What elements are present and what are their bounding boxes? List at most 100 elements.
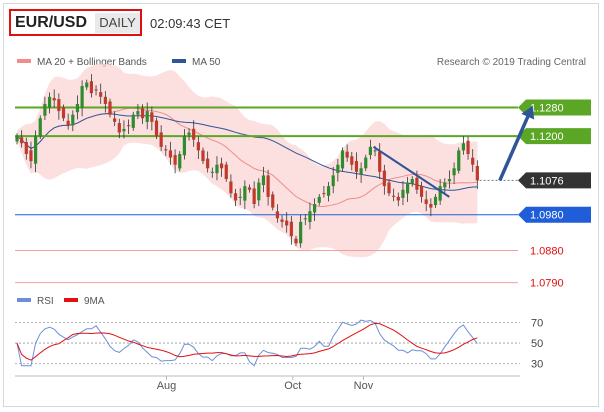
legend-ma50: MA 50 — [172, 57, 220, 68]
candle-body — [331, 175, 335, 187]
candle-body — [131, 114, 135, 128]
candle-body — [378, 151, 382, 172]
candle-body — [89, 81, 93, 94]
legend-ma20-swatch — [17, 59, 31, 64]
candle-body — [275, 211, 279, 219]
level-label-1: 1.1200 — [530, 131, 564, 143]
candle-body — [145, 111, 149, 122]
candle-body — [52, 98, 56, 101]
chart-frame — [3, 3, 599, 407]
candle-body — [373, 150, 377, 152]
candle-body — [475, 165, 479, 181]
candle-body — [233, 193, 238, 201]
candle-body — [210, 171, 214, 173]
candle-body — [80, 86, 84, 108]
candle-body — [322, 193, 326, 195]
candle-body — [61, 107, 66, 119]
trend-line — [372, 146, 450, 198]
candle-body — [252, 188, 256, 205]
candle-body — [99, 92, 103, 97]
candle-body — [429, 204, 433, 208]
x-tick-label: Oct — [284, 380, 301, 392]
candle-body — [336, 164, 340, 173]
candle-body — [471, 157, 475, 165]
candle-body — [43, 103, 47, 116]
x-tick-label: Nov — [354, 380, 374, 392]
projection-arrow-head — [521, 105, 535, 120]
legend-9ma-label: 9MA — [84, 296, 105, 307]
candle-body — [38, 118, 42, 137]
candle-body — [461, 143, 465, 151]
candle-body — [401, 189, 405, 198]
candle-body — [127, 125, 131, 127]
candle-body — [308, 211, 312, 223]
candle-body — [359, 168, 363, 175]
candle-body — [117, 123, 121, 133]
rsi-line — [16, 319, 478, 367]
candle-body — [71, 114, 75, 126]
candle-body — [187, 132, 191, 135]
candle-body — [103, 96, 107, 104]
candle-body — [247, 187, 252, 190]
candle-body — [196, 142, 200, 151]
level-label-4: 1.0880 — [530, 245, 564, 257]
candle-body — [419, 185, 424, 197]
candle-body — [57, 99, 61, 112]
candle-body — [368, 146, 372, 156]
candle-body — [159, 132, 163, 147]
candle-body — [452, 168, 456, 176]
candle-body — [192, 128, 196, 140]
candle-body — [392, 195, 396, 197]
candle-body — [350, 156, 354, 165]
candle-body — [34, 136, 38, 164]
candle-body — [406, 182, 410, 194]
candle-body — [438, 186, 442, 201]
candle-body — [206, 158, 210, 169]
candle-body — [94, 89, 98, 91]
candle-body — [382, 170, 386, 187]
candle-body — [215, 164, 219, 174]
rsi-tick-label: 70 — [531, 317, 543, 329]
candle-body — [182, 136, 186, 156]
candle-body — [140, 108, 145, 119]
symbol-label: EUR/USD — [15, 14, 88, 31]
candle-body — [257, 182, 261, 201]
candle-body — [29, 150, 33, 162]
level-tag-2 — [518, 172, 591, 189]
candle-body — [243, 186, 247, 201]
candle-body — [415, 177, 419, 190]
candle-body — [136, 111, 140, 115]
x-tick-label: Aug — [157, 380, 177, 392]
candle-body — [457, 150, 461, 171]
copyright-text: Research © 2019 Trading Central — [436, 57, 586, 68]
bollinger-band — [17, 63, 478, 258]
candle-body — [396, 196, 400, 201]
candle-body — [224, 164, 228, 179]
candle-body — [15, 136, 19, 142]
level-label-0: 1.1280 — [530, 103, 564, 115]
legend-rsi-label: RSI — [37, 296, 54, 307]
candle-body — [75, 103, 80, 113]
level-tag-1 — [518, 128, 591, 145]
candle-body — [178, 153, 182, 169]
level-tag-3 — [518, 206, 591, 223]
candle-body — [47, 96, 52, 108]
timestamp-label: 02:09:43 CET — [150, 16, 231, 31]
candle-body — [410, 179, 414, 184]
candle-body — [173, 155, 177, 165]
candle-body — [150, 112, 154, 122]
candle-body — [447, 179, 452, 182]
candle-body — [294, 238, 298, 244]
rsi-tick-label: 50 — [531, 338, 543, 350]
candle-body — [20, 137, 24, 144]
legend-ma50-label: MA 50 — [192, 57, 221, 68]
legend-ma20: MA 20 + Bollinger Bands — [17, 57, 147, 68]
candle-body — [443, 182, 447, 188]
candle-body — [154, 120, 159, 137]
candle-body — [387, 182, 391, 194]
candle-body — [326, 186, 331, 196]
legend-rsi: RSI — [17, 296, 54, 307]
timeframe-badge[interactable]: DAILY — [95, 13, 140, 33]
candle-body — [424, 199, 428, 205]
